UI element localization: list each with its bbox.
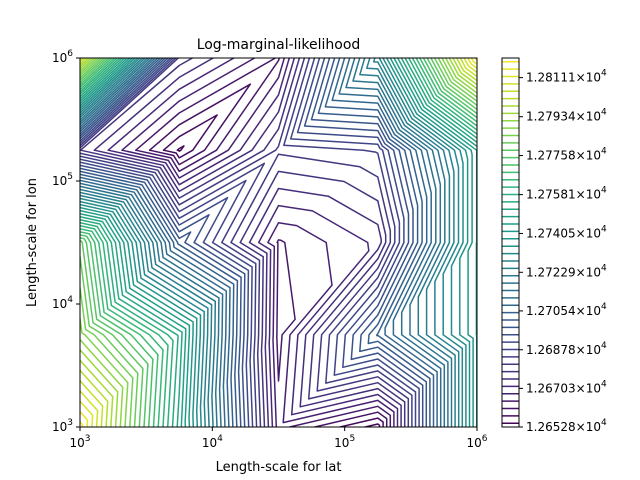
contour-level-23: [80, 58, 464, 427]
contour-level-32: [80, 58, 477, 427]
y-axis: 103 104 105 106: [52, 49, 80, 434]
contour-level-46: [80, 58, 477, 427]
x-tick-label: 106: [466, 434, 487, 450]
contour-level-37: [80, 58, 477, 427]
x-axis: 103 104 105 106: [69, 427, 488, 450]
y-axis-label: Length-scale for lon: [25, 178, 40, 307]
contour-level-39: [80, 58, 477, 427]
chart-title: Log-marginal-likelihood: [197, 37, 361, 53]
colorbar-tick-label: 1.27229×104: [526, 263, 607, 279]
contour-level-4: [121, 58, 395, 427]
contour-level-29: [80, 58, 477, 427]
contour-level-16: [80, 58, 438, 427]
plot-frame: [79, 57, 478, 428]
contour-level-35: [80, 58, 477, 427]
contour-level-26: [80, 58, 474, 427]
colorbar-tick-label: 1.27934×104: [526, 108, 607, 124]
contour-level-0: [176, 145, 381, 427]
contour-level-48: [80, 58, 477, 427]
y-tick-label: 103: [52, 418, 73, 434]
colorbar-tick-label: 1.27405×104: [526, 224, 607, 240]
contour-level-5: [107, 58, 399, 427]
contour-level-13: [80, 58, 428, 427]
x-tick-label: 103: [69, 434, 90, 450]
colorbar-frame: [501, 57, 520, 428]
contour-level-17: [80, 58, 442, 427]
contour-level-40: [80, 58, 477, 427]
contour-level-7: [80, 58, 406, 427]
contour-level-36: [80, 58, 477, 427]
contour-level-22: [80, 58, 460, 427]
contour-level-12: [80, 58, 424, 427]
contour-level-14: [80, 58, 431, 427]
x-axis-label: Length-scale for lat: [216, 460, 342, 475]
colorbar-tick-label: 1.27758×104: [526, 147, 607, 163]
contour-level-42: [80, 58, 477, 427]
contour-level-28: [80, 58, 477, 427]
contour-level-47: [80, 58, 477, 427]
y-tick-label: 105: [52, 172, 73, 188]
contour-level-11: [80, 58, 420, 427]
x-tick-label: 104: [202, 434, 223, 450]
contour-level-24: [80, 58, 467, 427]
contour-level-2: [148, 83, 388, 427]
contour-level-20: [80, 58, 453, 427]
contour-level-49: [80, 58, 477, 427]
colorbar-tick-label: 1.26878×104: [526, 341, 607, 357]
contour-level-45: [80, 58, 477, 427]
contour-level-3: [135, 58, 392, 427]
contour-level-41: [80, 58, 477, 427]
contour-level-31: [80, 58, 477, 427]
contour-level-18: [80, 58, 446, 427]
colorbar-tick-label: 1.28111×104: [526, 69, 607, 85]
contour-level-44: [80, 58, 477, 427]
contour-level-10: [80, 58, 417, 427]
contour-level-30: [80, 58, 477, 427]
contour-level-15: [80, 58, 435, 427]
contour-level-9: [80, 58, 413, 427]
y-tick-label: 106: [52, 49, 73, 65]
contour-level-33: [80, 58, 477, 427]
contour-level-43: [80, 58, 477, 427]
contour-level-8: [80, 58, 410, 427]
x-tick-label: 105: [334, 434, 355, 450]
y-tick-label: 104: [52, 295, 73, 311]
colorbar-tick-label: 1.27054×104: [526, 302, 607, 318]
contour-level-1: [162, 114, 384, 427]
contour-lines: [80, 58, 477, 427]
contour-level-38: [80, 58, 477, 427]
colorbar-tick-label: 1.26703×104: [526, 379, 607, 395]
contour-level-21: [80, 58, 456, 427]
contour-level-34: [80, 58, 477, 427]
contour-level-19: [80, 58, 449, 427]
contour-level-6: [93, 58, 402, 427]
colorbar: 1.26528×104 1.26703×104 1.26878×104 1.27054…: [501, 57, 607, 434]
colorbar-tick-label: 1.27581×104: [526, 186, 607, 202]
colorbar-tick-label: 1.26528×104: [526, 418, 607, 434]
contour-level-25: [80, 58, 471, 427]
